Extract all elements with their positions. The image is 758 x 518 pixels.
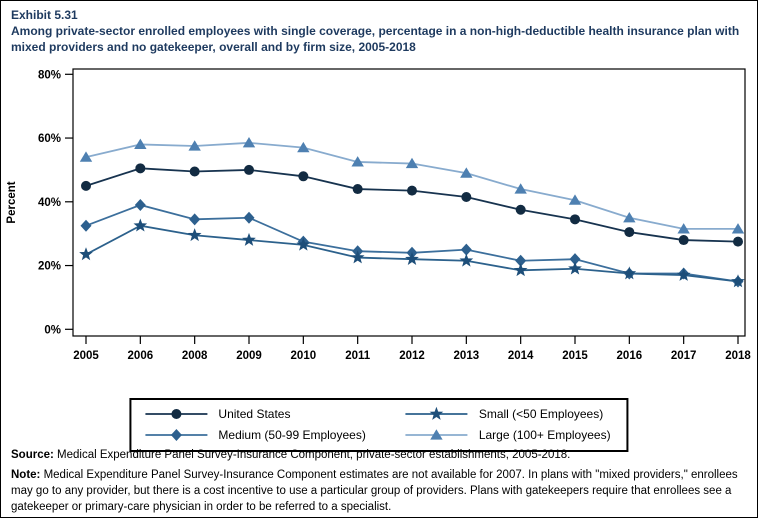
chart-legend: United States Small (<50 Employees) Medium… <box>129 398 629 452</box>
triangle-marker-icon <box>568 194 582 205</box>
circle-marker-icon <box>135 163 146 174</box>
circle-marker-icon <box>624 227 635 238</box>
diamond-marker-icon <box>460 243 472 256</box>
source-line: Source: Medical Expenditure Panel Survey… <box>11 448 749 464</box>
page-title: Among private-sector enrolled employees … <box>11 24 740 54</box>
x-axis-tick-label: 2016 <box>617 350 643 362</box>
diamond-marker-icon <box>243 211 255 224</box>
diamond-marker-icon <box>134 198 146 211</box>
line-chart: 0% 20% 40% 60% 80% 2005 2006 2008 2009 2010 2011 20… <box>6 68 751 362</box>
legend-label: Medium (50-99 Employees) <box>218 428 366 442</box>
circle-marker-icon <box>461 192 472 203</box>
circle-marker-icon <box>678 235 689 246</box>
circle-marker-icon <box>570 214 580 225</box>
y-axis-tick-label: 0% <box>44 324 61 336</box>
footer-notes: Source: Medical Expenditure Panel Survey… <box>11 448 749 515</box>
x-axis-tick-label: 2018 <box>725 350 751 362</box>
triangle-marker-icon <box>514 183 527 194</box>
source-text: Medical Expenditure Panel Survey-Insuran… <box>53 449 571 461</box>
star-marker-icon <box>133 218 148 232</box>
circle-marker-icon <box>171 409 182 419</box>
star-marker-icon <box>731 274 745 288</box>
x-axis-tick-label: 2005 <box>73 350 99 362</box>
legend-symbol <box>145 429 208 441</box>
x-axis-tick-label: 2014 <box>508 350 534 362</box>
x-axis-tick-label: 2013 <box>454 350 480 362</box>
triangle-marker-icon <box>242 137 256 148</box>
star-marker-icon <box>79 247 93 261</box>
circle-marker-icon <box>298 171 309 182</box>
x-axis-tick-label: 2011 <box>345 350 371 362</box>
x-axis-tick-label: 2010 <box>291 350 317 362</box>
star-marker-icon <box>296 237 311 251</box>
diamond-marker-icon <box>80 219 92 232</box>
star-marker-icon <box>676 267 691 281</box>
circle-marker-icon <box>352 184 363 195</box>
legend-symbol <box>405 406 468 420</box>
circle-marker-icon <box>244 164 254 175</box>
y-axis-tick-label: 20% <box>38 261 61 273</box>
star-marker-icon <box>242 232 256 246</box>
star-marker-icon <box>568 261 582 275</box>
triangle-marker-icon <box>351 156 364 167</box>
star-marker-icon <box>429 406 444 420</box>
legend-label: United States <box>218 407 291 421</box>
y-axis-title: Percent <box>6 181 18 223</box>
triangle-marker-icon <box>677 223 690 234</box>
legend-label: Large (100+ Employees) <box>478 428 611 442</box>
circle-marker-icon <box>189 166 200 177</box>
star-marker-icon <box>405 251 419 265</box>
x-axis-tick-label: 2015 <box>562 350 588 362</box>
legend-symbol <box>145 409 208 419</box>
exhibit-number: Exhibit 5.31 <box>11 8 78 22</box>
diamond-marker-icon <box>189 213 201 226</box>
triangle-marker-icon <box>731 223 745 234</box>
legend-label: Small (<50 Employees) <box>478 407 604 421</box>
triangle-marker-icon <box>188 140 201 151</box>
triangle-marker-icon <box>430 429 444 440</box>
diamond-marker-icon <box>170 429 182 441</box>
triangle-marker-icon <box>134 138 147 150</box>
star-marker-icon <box>350 250 365 264</box>
y-axis-tick-label: 80% <box>38 69 61 81</box>
plot-frame <box>72 68 746 337</box>
x-axis-tick-label: 2006 <box>128 350 154 362</box>
title-block: Exhibit 5.31 Among private-sector enroll… <box>11 8 743 55</box>
x-axis-tick-label: 2017 <box>671 350 697 362</box>
legend-symbol <box>405 429 468 440</box>
source-label: Source: <box>11 449 54 461</box>
triangle-marker-icon <box>79 151 93 162</box>
circle-marker-icon <box>733 236 743 247</box>
triangle-marker-icon <box>460 167 473 178</box>
note-label: Note: <box>11 468 41 481</box>
y-axis-tick-label: 40% <box>38 197 61 209</box>
x-axis-tick-label: 2012 <box>399 350 425 362</box>
x-axis-tick-label: 2009 <box>236 350 262 362</box>
star-marker-icon <box>513 263 528 277</box>
legend-item: Small (<50 Employees) <box>404 405 611 423</box>
triangle-marker-icon <box>405 157 419 169</box>
circle-marker-icon <box>81 180 91 191</box>
legend-item: United States <box>143 405 365 423</box>
y-axis-tick-label: 60% <box>38 133 61 145</box>
legend-item: Large (100+ Employees) <box>404 426 611 444</box>
star-marker-icon <box>459 253 474 267</box>
note-line: Note: Medical Expenditure Panel Survey-I… <box>11 468 749 516</box>
circle-marker-icon <box>515 204 526 215</box>
legend-item: Medium (50-99 Employees) <box>143 426 366 444</box>
triangle-marker-icon <box>297 141 310 153</box>
triangle-marker-icon <box>623 211 636 223</box>
star-marker-icon <box>622 266 637 280</box>
star-marker-icon <box>187 228 202 242</box>
x-axis-tick-label: 2008 <box>182 350 208 362</box>
circle-marker-icon <box>407 185 417 196</box>
note-text: Medical Expenditure Panel Survey-Insuran… <box>11 468 738 513</box>
